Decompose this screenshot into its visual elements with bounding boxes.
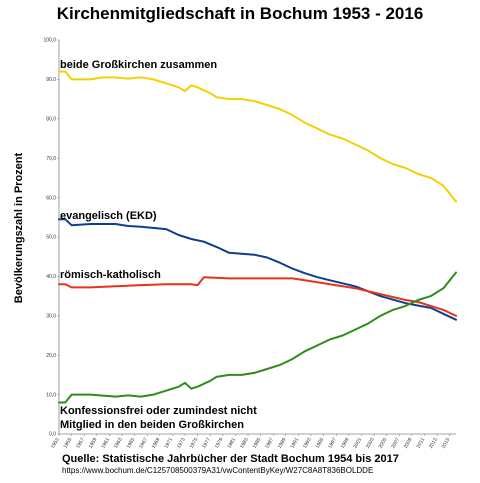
- x-tick-label: 1967: [138, 437, 149, 450]
- evangelisch-line: [58, 218, 457, 321]
- x-tick-label: 1975: [189, 437, 200, 450]
- source-url[interactable]: https://www.bochum.de/C125708500379A31/v…: [62, 466, 374, 475]
- x-tick-label: 1999: [340, 437, 351, 450]
- label-katholisch: römisch-katholisch: [60, 269, 161, 281]
- y-tick-label: 50,0: [46, 235, 56, 241]
- x-tick-label: 1991: [289, 437, 300, 450]
- label-beide-grosskirchen: beide Großkirchen zusammen: [60, 59, 217, 71]
- x-tick-label: 1969: [151, 437, 162, 450]
- x-tick-label: 2013: [428, 437, 439, 450]
- x-tick-label: 1977: [201, 437, 212, 450]
- x-tick-label: 1973: [176, 437, 187, 450]
- x-tick-label: 2007: [390, 437, 401, 450]
- x-tick-label: 1981: [226, 437, 237, 450]
- x-tick-label: 1957: [75, 437, 86, 450]
- y-tick-label: 70,0: [46, 156, 56, 162]
- y-tick-label: 90,0: [46, 77, 56, 83]
- y-tick-label: 0,0: [49, 432, 56, 438]
- x-tick-label: 1963: [113, 437, 124, 450]
- x-tick-label: 1965: [126, 437, 137, 450]
- x-tick-label: 1953: [50, 437, 61, 450]
- x-tick-label: 1955: [63, 437, 74, 450]
- x-tick-label: 1993: [302, 437, 313, 450]
- beide-grosskirchen-line: [58, 70, 457, 203]
- x-tick-label: 1987: [264, 437, 275, 450]
- y-tick-label: 40,0: [46, 274, 56, 280]
- x-tick-label: 2015: [441, 437, 452, 450]
- y-tick-label: 80,0: [46, 117, 56, 123]
- katholisch-line: [58, 276, 457, 317]
- x-tick-label: 1971: [163, 437, 174, 450]
- source-text: Quelle: Statistische Jahrbücher der Stad…: [62, 453, 399, 465]
- x-tick-label: 1961: [100, 437, 111, 450]
- x-tick-label: 1959: [88, 437, 99, 450]
- y-tick-label: 60,0: [46, 195, 56, 201]
- y-tick-label: 30,0: [46, 314, 56, 320]
- x-tick-label: 1997: [327, 437, 338, 450]
- label-konfessionsfrei-line2: Mitglied in den beiden Großkirchen: [60, 419, 244, 431]
- x-tick-label: 1989: [277, 437, 288, 450]
- y-tick-label: 100,0: [43, 38, 56, 44]
- konfessionsfrei-line: [58, 271, 457, 404]
- y-tick-label: 10,0: [46, 392, 56, 398]
- x-tick-label: 2009: [403, 437, 414, 450]
- x-tick-label: 2001: [352, 437, 363, 450]
- x-tick-label: 1979: [214, 437, 225, 450]
- x-tick-label: 2011: [416, 437, 427, 450]
- y-tick-label: 20,0: [46, 353, 56, 359]
- x-tick-label: 1983: [239, 437, 250, 450]
- label-konfessionsfrei: Konfessionsfrei oder zumindest nicht: [60, 405, 257, 417]
- label-evangelisch: evangelisch (EKD): [60, 210, 157, 222]
- y-axis-label: Bevölkerungszahl in Prozent: [13, 152, 25, 304]
- chart-title: Kirchenmitgliedschaft in Bochum 1953 - 2…: [56, 4, 424, 23]
- x-tick-label: 1995: [315, 437, 326, 450]
- x-tick-label: 2005: [378, 437, 389, 450]
- x-tick-label: 2003: [365, 437, 376, 450]
- x-tick-label: 1985: [252, 437, 263, 450]
